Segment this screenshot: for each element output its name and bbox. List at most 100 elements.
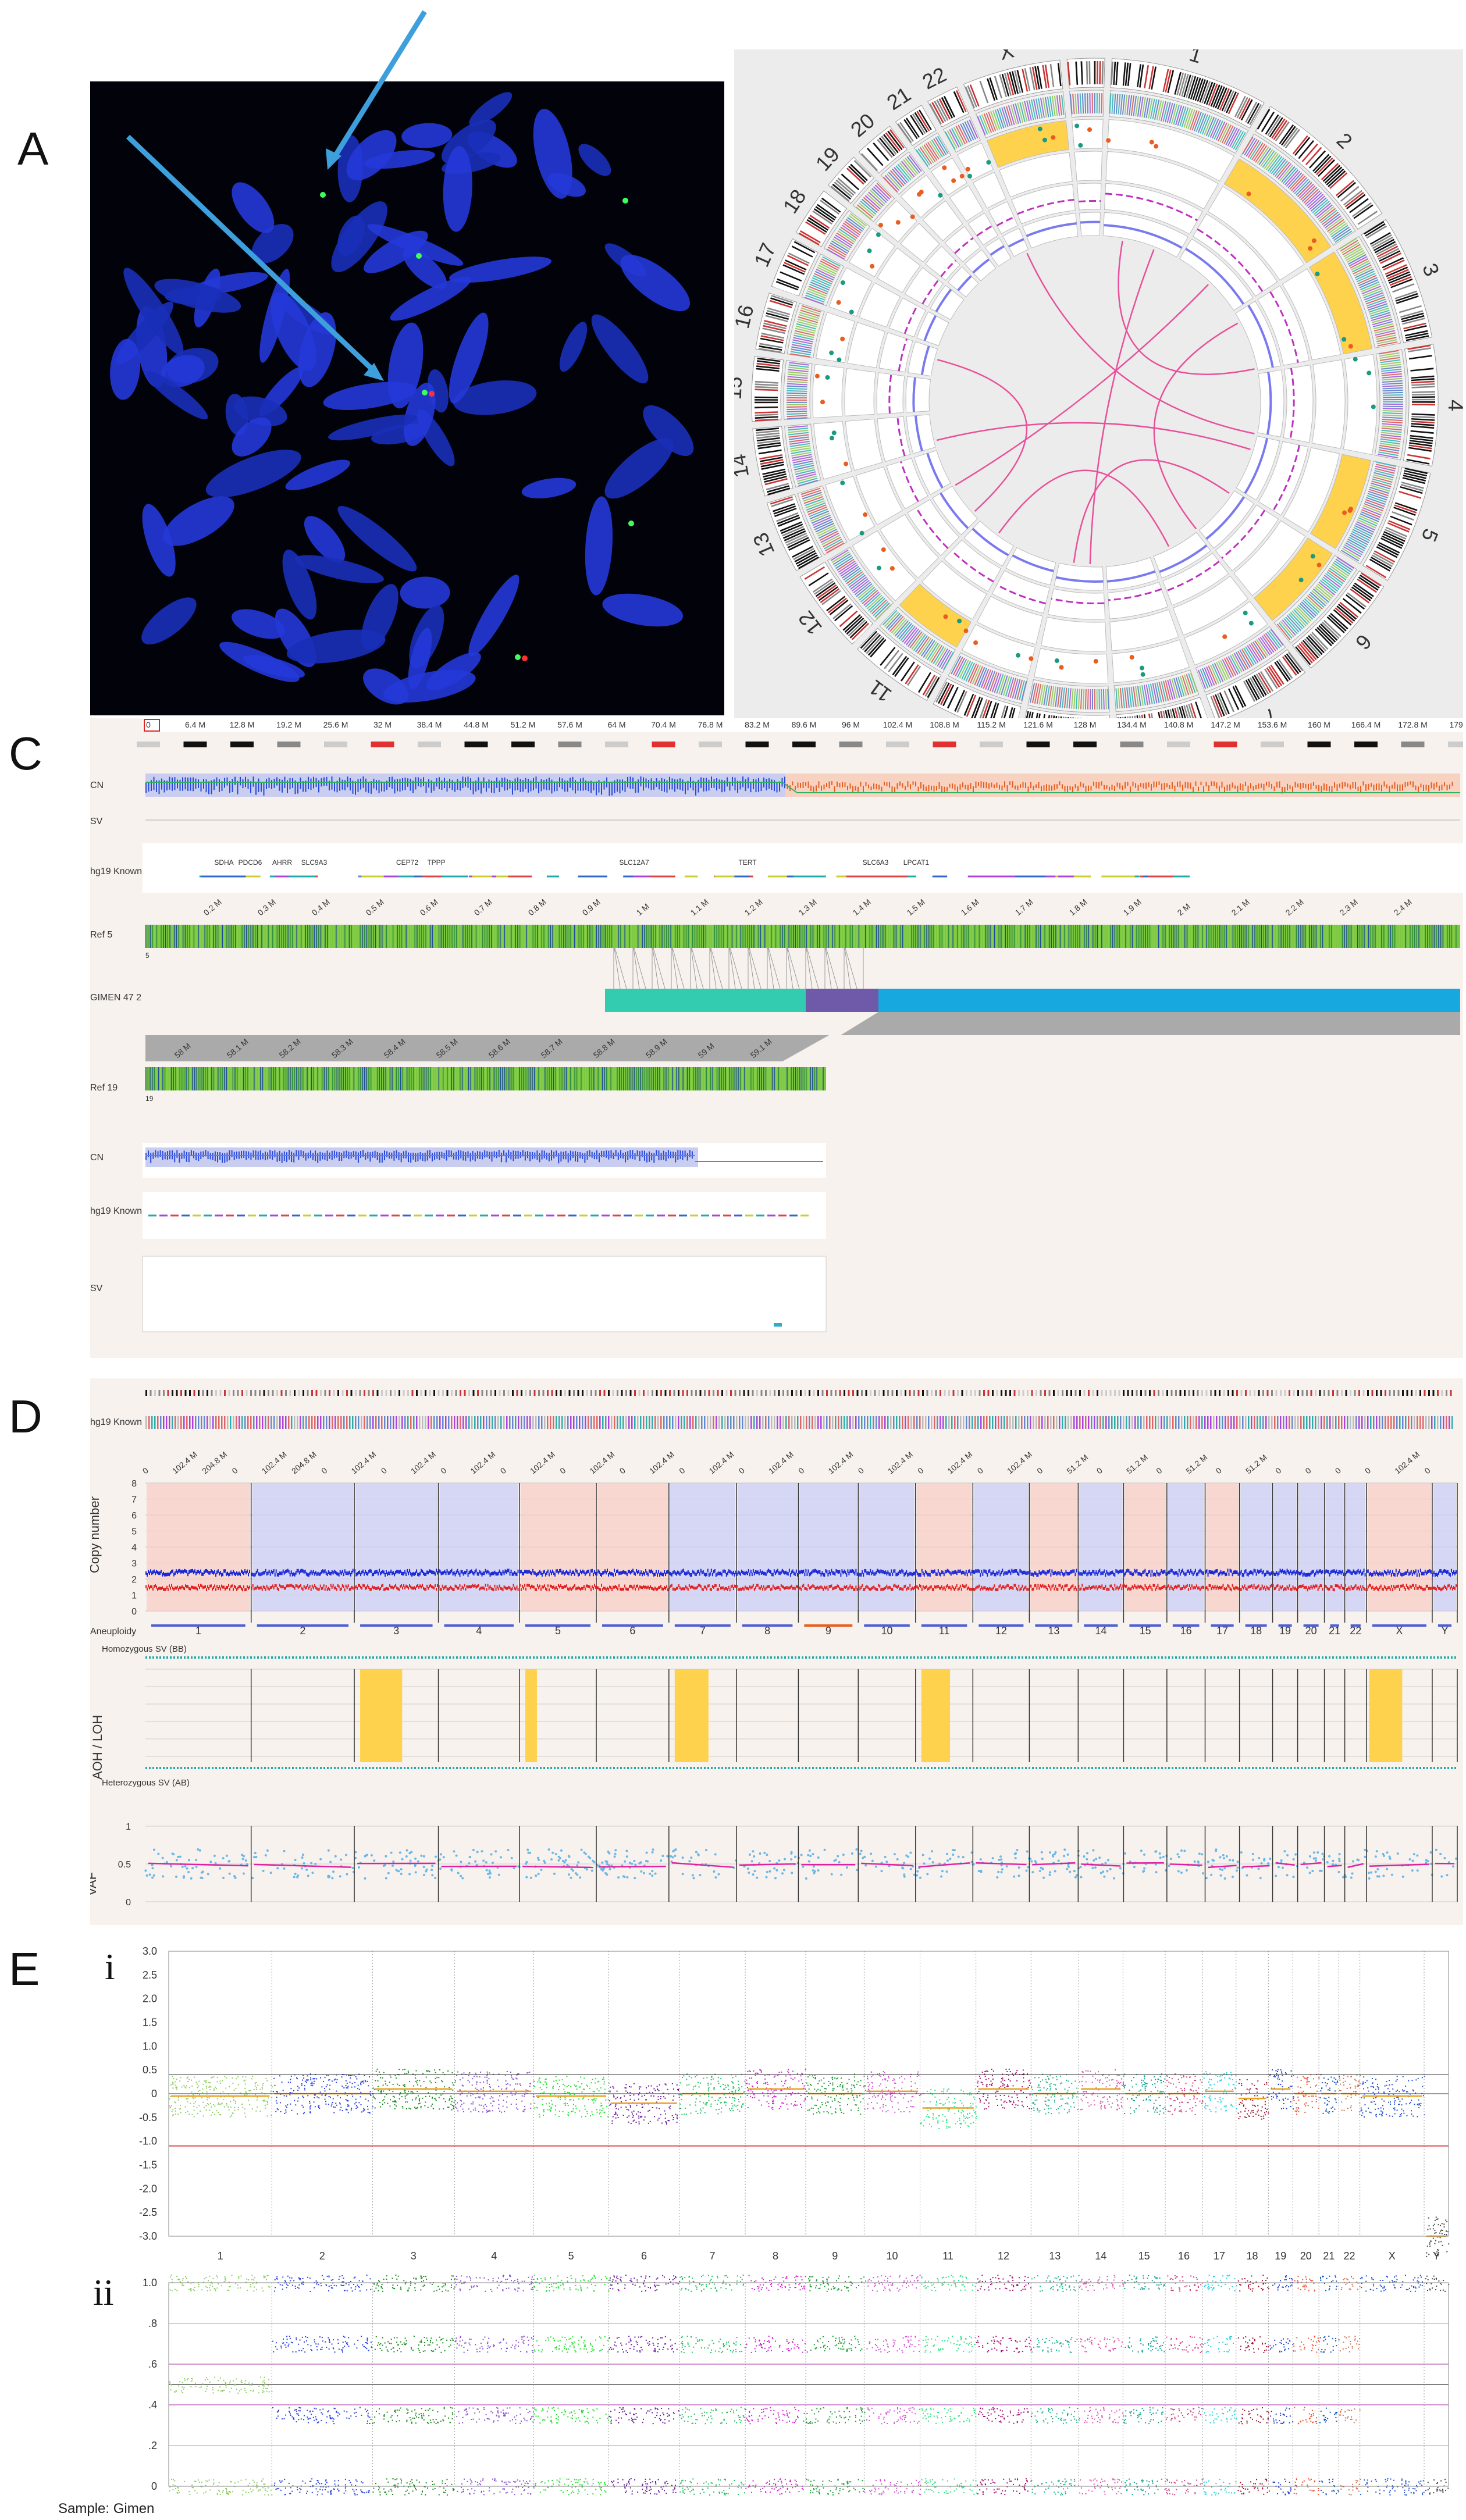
gene-band	[795, 327, 816, 334]
d-cn-red	[219, 1585, 220, 1588]
d-cn-red	[227, 1586, 228, 1589]
cn-bar	[593, 782, 595, 790]
d-gene-band	[1355, 1416, 1357, 1429]
cn-bar	[1190, 782, 1191, 789]
band	[1208, 697, 1218, 719]
gene-band	[807, 506, 827, 515]
d-cn-red	[206, 1588, 207, 1591]
gene-band	[944, 131, 956, 150]
d-cn-red	[184, 1587, 185, 1591]
d-gene-band	[561, 1416, 563, 1429]
d-gene-band	[887, 1416, 889, 1429]
gene-band	[1115, 688, 1118, 709]
cn-bar	[493, 780, 495, 794]
d-top-tick: 0	[1214, 1466, 1223, 1475]
d-cn-red	[253, 1587, 255, 1591]
cn-bar	[965, 785, 966, 790]
band	[1320, 623, 1338, 641]
ref5-stripe	[493, 925, 494, 948]
ideogram-band	[695, 1390, 697, 1396]
d-cn-blue	[180, 1570, 182, 1574]
gene-band	[1332, 226, 1350, 240]
gene-band	[860, 200, 877, 215]
d-top-tick: 102.4 M	[1393, 1450, 1421, 1476]
snv-dot	[849, 309, 854, 315]
band	[798, 232, 820, 245]
cn-bar	[1125, 782, 1126, 789]
ref5-stripe	[1066, 925, 1068, 948]
gene-band	[978, 668, 987, 687]
gene-band	[860, 588, 877, 603]
band	[1216, 693, 1227, 715]
gene-band	[1351, 260, 1370, 271]
gene-band	[1167, 679, 1173, 700]
cn2-bar	[209, 1153, 211, 1160]
snv-dot	[1037, 126, 1042, 131]
ref5-stripe	[375, 925, 376, 948]
band	[1343, 190, 1362, 206]
ref5-stripe	[670, 925, 671, 948]
d-cn-red	[309, 1585, 311, 1588]
ref5-stripe	[1250, 925, 1251, 948]
band	[757, 444, 781, 450]
gene-band	[883, 176, 898, 193]
ideogram-band	[1411, 1390, 1412, 1396]
ref19-stripe	[678, 1067, 679, 1090]
gene-band	[868, 596, 884, 611]
ruler-tick: 166.4 M	[1351, 720, 1381, 729]
cn2-bar	[386, 1151, 388, 1157]
ref5-stripe	[810, 925, 812, 948]
d-gene-band	[1146, 1416, 1148, 1429]
ref19-stripe	[750, 1067, 752, 1090]
d-cn-red	[261, 1588, 263, 1591]
band	[1275, 121, 1290, 142]
cn-bar	[232, 779, 233, 792]
cn-bar	[1085, 786, 1087, 792]
gene-band	[1340, 240, 1358, 252]
gene-band	[1098, 93, 1101, 114]
cn-bar	[292, 778, 293, 788]
band	[860, 630, 877, 649]
ruler-band	[839, 742, 863, 747]
d-cn-blue	[175, 1571, 176, 1575]
ref5-stripe	[410, 925, 411, 948]
cn-bar	[1420, 783, 1422, 787]
cn2-bar	[403, 1151, 404, 1159]
cn-bar	[1428, 785, 1429, 792]
gene-band	[900, 624, 914, 641]
band	[1264, 668, 1278, 689]
ideogram-band	[769, 1390, 771, 1396]
d-gene-band	[1015, 1416, 1017, 1429]
gene-band	[1214, 120, 1223, 140]
band	[771, 501, 795, 510]
chromosome-blob	[337, 505, 417, 572]
ref19-stripe	[364, 1067, 365, 1090]
gene-band	[1109, 93, 1112, 114]
d-cn-blue	[148, 1570, 149, 1574]
snv-dot	[1059, 665, 1064, 670]
d-gene-band	[980, 1416, 982, 1429]
gene-band	[1241, 648, 1253, 667]
band	[867, 637, 885, 656]
gene-band	[985, 670, 994, 690]
chromosome-blob	[443, 145, 472, 232]
ref19-stripe	[759, 1067, 760, 1090]
d-gene-band	[1303, 1416, 1305, 1429]
band	[787, 537, 809, 548]
alignment-link	[652, 947, 659, 989]
d-top-tick: 102.4 M	[349, 1450, 378, 1476]
ref19-stripe	[718, 1067, 720, 1090]
d-cn-blue	[158, 1571, 159, 1576]
ideogram-band	[795, 1390, 798, 1396]
ideogram-band	[900, 1390, 902, 1396]
ideogram-band	[1092, 1390, 1094, 1396]
ruler-tick: 128 M	[1074, 720, 1097, 729]
ref19-stripe	[795, 1067, 796, 1090]
cn-bar	[1104, 785, 1105, 790]
cn-bar	[1436, 782, 1437, 787]
cn-bar	[842, 782, 843, 788]
cn2-bar	[556, 1150, 557, 1157]
band	[1369, 558, 1390, 572]
gene-band	[1043, 685, 1048, 705]
chrom-label-20: 20	[846, 109, 879, 142]
